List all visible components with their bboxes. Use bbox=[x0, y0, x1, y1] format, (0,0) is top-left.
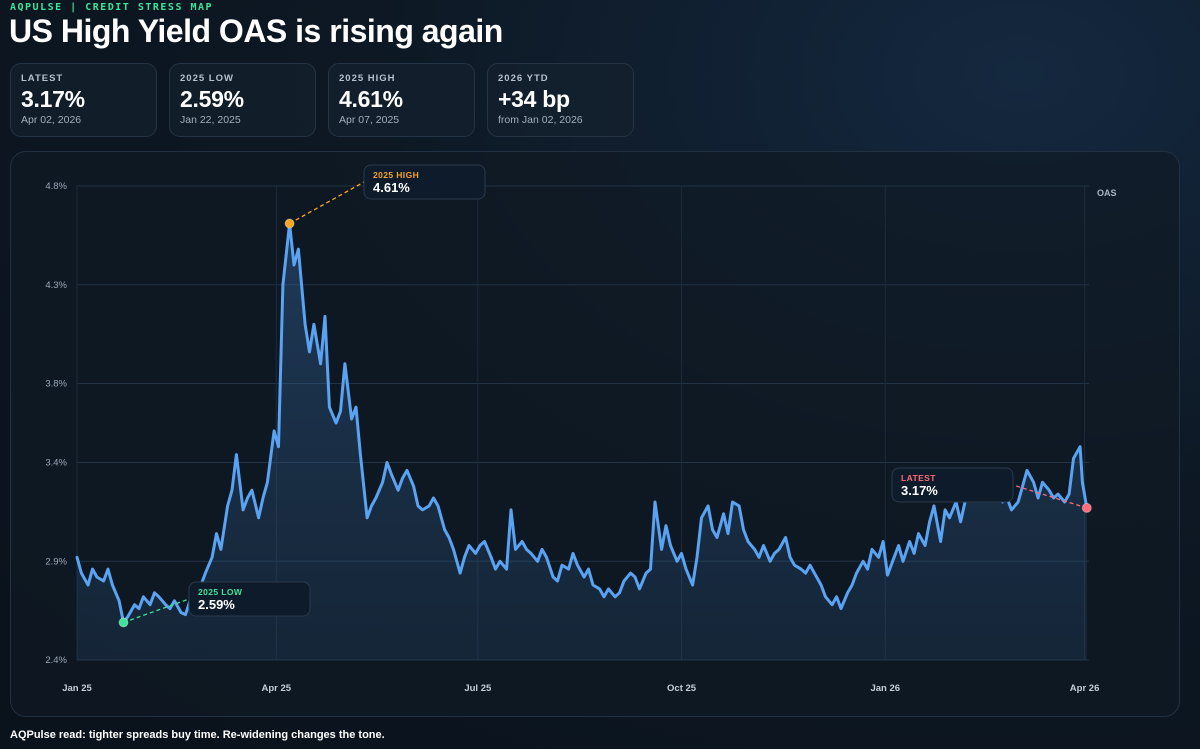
x-tick-label: Apr 25 bbox=[262, 683, 292, 694]
annotation-2025-high-marker bbox=[284, 218, 295, 229]
oas-line bbox=[75, 222, 1089, 624]
annotation-2025-low-leader bbox=[123, 598, 190, 624]
annotation-latest-leader bbox=[1012, 484, 1087, 509]
kpi-card-2025-low: 2025 LOW 2.59% Jan 22, 2025 bbox=[169, 63, 316, 137]
kpi-label: 2025 LOW bbox=[180, 73, 234, 84]
x-tick-label: Jan 26 bbox=[870, 683, 900, 694]
kpi-sub: Apr 07, 2025 bbox=[339, 114, 400, 126]
annotation-2025-high-leader bbox=[289, 181, 365, 225]
y-tick-label: 3.4% bbox=[45, 458, 67, 469]
y-tick-label: 2.9% bbox=[45, 556, 67, 567]
kpi-card-2025-high: 2025 HIGH 4.61% Apr 07, 2025 bbox=[328, 63, 475, 137]
x-tick-label: Jan 25 bbox=[62, 683, 92, 694]
annotation-2025-low-marker bbox=[118, 617, 129, 628]
y-tick-label: 4.8% bbox=[45, 181, 67, 192]
y-tick-label: 3.8% bbox=[45, 379, 67, 390]
kpi-sub: Apr 02, 2026 bbox=[21, 114, 82, 126]
kpi-value: +34 bp bbox=[498, 86, 570, 112]
annotation-2025-high-box bbox=[363, 164, 486, 200]
x-tick-label: Apr 26 bbox=[1070, 683, 1100, 694]
kpi-card-2026-ytd: 2026 YTD +34 bp from Jan 02, 2026 bbox=[487, 63, 634, 137]
annotation-2025-high-value: 4.61% bbox=[373, 180, 410, 195]
kpi-label: 2026 YTD bbox=[498, 73, 549, 84]
kpi-sub: from Jan 02, 2026 bbox=[498, 114, 583, 126]
kpi-label: LATEST bbox=[21, 73, 64, 84]
eyebrow-label: AQPULSE | CREDIT STRESS MAP bbox=[10, 2, 214, 13]
y-tick-label: 2.4% bbox=[45, 655, 67, 666]
footer-note: AQPulse read: tighter spreads buy time. … bbox=[10, 729, 385, 741]
annotation-2025-low-box bbox=[188, 581, 311, 617]
annotation-2025-low-label: 2025 LOW bbox=[198, 587, 243, 597]
y-tick-label: 4.3% bbox=[45, 280, 67, 291]
annotation-2025-low-value: 2.59% bbox=[198, 597, 235, 612]
annotation-latest-label: LATEST bbox=[901, 473, 936, 483]
kpi-value: 3.17% bbox=[21, 86, 85, 112]
x-tick-label: Jul 25 bbox=[464, 683, 492, 694]
annotation-2025-high-label: 2025 HIGH bbox=[373, 170, 419, 180]
kpi-value: 2.59% bbox=[180, 86, 244, 112]
oas-area bbox=[77, 223, 1087, 660]
kpi-label: 2025 HIGH bbox=[339, 73, 396, 84]
annotation-latest-marker bbox=[1081, 502, 1092, 513]
kpi-row: LATEST 3.17% Apr 02, 2026 2025 LOW 2.59%… bbox=[10, 63, 634, 137]
annotation-latest-box bbox=[891, 467, 1014, 503]
series-label: OAS bbox=[1097, 188, 1117, 198]
kpi-value: 4.61% bbox=[339, 86, 403, 112]
page-title: US High Yield OAS is rising again bbox=[9, 13, 503, 49]
kpi-sub: Jan 22, 2025 bbox=[180, 114, 241, 126]
annotation-latest-value: 3.17% bbox=[901, 483, 938, 498]
x-tick-label: Oct 25 bbox=[667, 683, 697, 694]
kpi-card-latest: LATEST 3.17% Apr 02, 2026 bbox=[10, 63, 157, 137]
